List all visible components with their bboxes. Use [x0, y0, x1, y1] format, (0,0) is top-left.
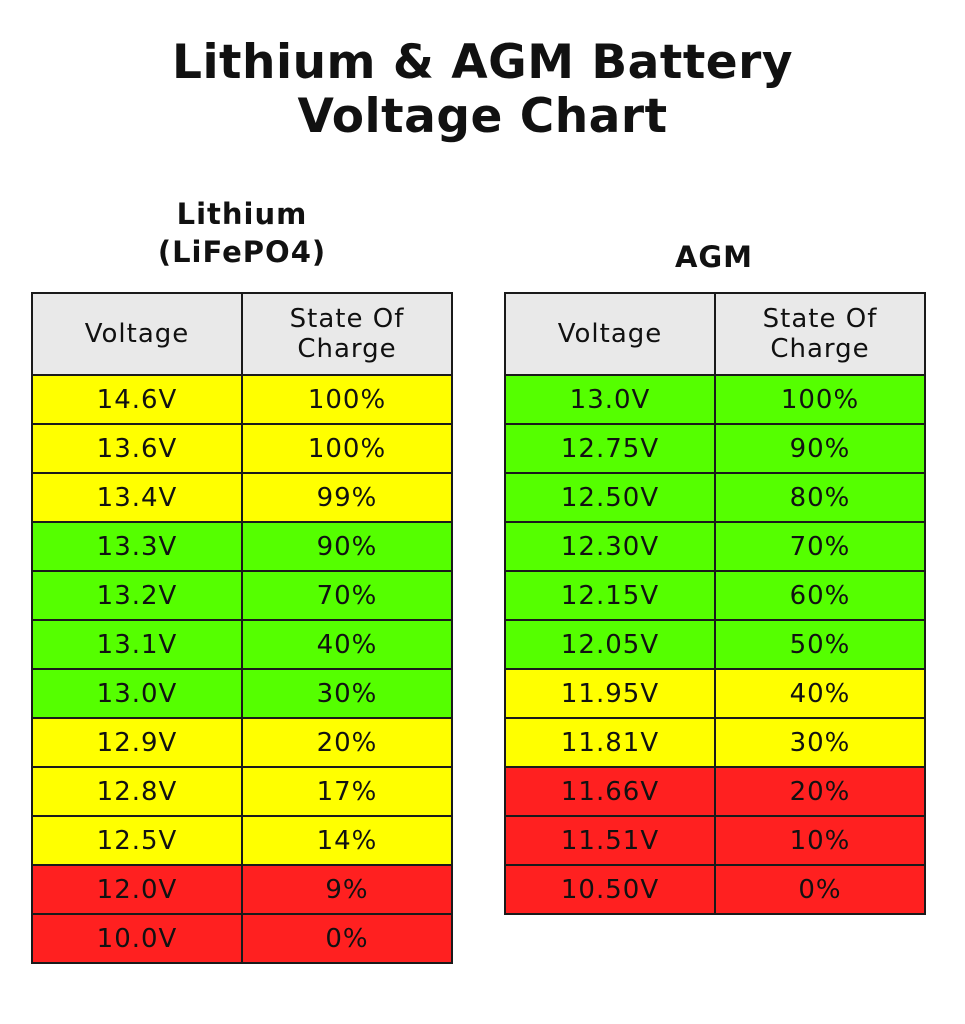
- lithium-soc-cell: 100%: [241, 423, 453, 474]
- lithium-soc-header-text: State Of Charge: [289, 304, 405, 364]
- lithium-voltage-cell: 12.8V: [31, 766, 243, 817]
- lithium-row: 13.3V 90%: [31, 521, 453, 572]
- lithium-row: 13.0V 30%: [31, 668, 453, 719]
- agm-voltage-header: Voltage: [504, 292, 716, 376]
- lithium-row: 12.9V 20%: [31, 717, 453, 768]
- lithium-table-heading: Lithium (LiFePO4): [32, 195, 452, 271]
- agm-voltage-cell: 12.30V: [504, 521, 716, 572]
- agm-row: 11.51V 10%: [504, 815, 926, 866]
- lithium-soc-cell: 20%: [241, 717, 453, 768]
- lithium-voltage-cell: 12.0V: [31, 864, 243, 915]
- lithium-row: 12.8V 17%: [31, 766, 453, 817]
- agm-voltage-cell: 11.66V: [504, 766, 716, 817]
- lithium-voltage-cell: 14.6V: [31, 374, 243, 425]
- agm-soc-cell: 70%: [714, 521, 926, 572]
- agm-row: 12.30V 70%: [504, 521, 926, 572]
- agm-soc-cell: 40%: [714, 668, 926, 719]
- lithium-voltage-cell: 13.1V: [31, 619, 243, 670]
- lithium-soc-cell: 0%: [241, 913, 453, 964]
- lithium-heading-line2: (LiFePO4): [157, 235, 327, 269]
- agm-row: 11.66V 20%: [504, 766, 926, 817]
- agm-table-heading: AGM: [504, 238, 924, 276]
- agm-row: 11.81V 30%: [504, 717, 926, 768]
- lithium-soc-cell: 100%: [241, 374, 453, 425]
- agm-voltage-cell: 12.50V: [504, 472, 716, 523]
- agm-soc-cell: 0%: [714, 864, 926, 915]
- lithium-row: 13.4V 99%: [31, 472, 453, 523]
- lithium-voltage-table: Voltage State Of Charge 14.6V 100% 13.6V 100…: [31, 292, 453, 964]
- lithium-soc-cell: 30%: [241, 668, 453, 719]
- lithium-soc-cell: 99%: [241, 472, 453, 523]
- agm-row: 11.95V 40%: [504, 668, 926, 719]
- agm-soc-cell: 30%: [714, 717, 926, 768]
- agm-voltage-table: Voltage State Of Charge 13.0V 100% 12.75V 90…: [504, 292, 926, 915]
- lithium-row: 12.0V 9%: [31, 864, 453, 915]
- chart-title: Lithium & AGM Battery Voltage Chart: [0, 36, 965, 144]
- lithium-heading-line1: Lithium: [176, 197, 308, 231]
- agm-table-body: 13.0V 100% 12.75V 90% 12.50V 80% 12.30V 70% 12.1…: [504, 374, 926, 915]
- lithium-soc-cell: 70%: [241, 570, 453, 621]
- lithium-header-row: Voltage State Of Charge: [31, 292, 453, 376]
- agm-voltage-cell: 12.05V: [504, 619, 716, 670]
- agm-row: 12.75V 90%: [504, 423, 926, 474]
- lithium-voltage-cell: 13.2V: [31, 570, 243, 621]
- agm-soc-cell: 10%: [714, 815, 926, 866]
- lithium-soc-cell: 90%: [241, 521, 453, 572]
- lithium-voltage-cell: 12.5V: [31, 815, 243, 866]
- agm-row: 10.50V 0%: [504, 864, 926, 915]
- agm-voltage-cell: 13.0V: [504, 374, 716, 425]
- agm-soc-cell: 80%: [714, 472, 926, 523]
- agm-voltage-cell: 11.95V: [504, 668, 716, 719]
- agm-soc-cell: 90%: [714, 423, 926, 474]
- lithium-soc-cell: 17%: [241, 766, 453, 817]
- agm-header-row: Voltage State Of Charge: [504, 292, 926, 376]
- agm-voltage-cell: 11.81V: [504, 717, 716, 768]
- lithium-voltage-cell: 13.3V: [31, 521, 243, 572]
- lithium-soc-cell: 14%: [241, 815, 453, 866]
- agm-row: 12.50V 80%: [504, 472, 926, 523]
- agm-row: 13.0V 100%: [504, 374, 926, 425]
- agm-row: 12.05V 50%: [504, 619, 926, 670]
- lithium-voltage-cell: 13.6V: [31, 423, 243, 474]
- lithium-row: 13.1V 40%: [31, 619, 453, 670]
- lithium-row: 13.2V 70%: [31, 570, 453, 621]
- lithium-soc-cell: 40%: [241, 619, 453, 670]
- lithium-row: 13.6V 100%: [31, 423, 453, 474]
- agm-soc-header: State Of Charge: [714, 292, 926, 376]
- lithium-soc-cell: 9%: [241, 864, 453, 915]
- lithium-row: 10.0V 0%: [31, 913, 453, 964]
- lithium-voltage-cell: 13.4V: [31, 472, 243, 523]
- agm-row: 12.15V 60%: [504, 570, 926, 621]
- agm-soc-cell: 20%: [714, 766, 926, 817]
- chart-title-line2: Voltage Chart: [297, 89, 668, 144]
- agm-soc-cell: 50%: [714, 619, 926, 670]
- lithium-voltage-cell: 13.0V: [31, 668, 243, 719]
- lithium-row: 12.5V 14%: [31, 815, 453, 866]
- lithium-voltage-header: Voltage: [31, 292, 243, 376]
- agm-voltage-cell: 11.51V: [504, 815, 716, 866]
- agm-soc-cell: 60%: [714, 570, 926, 621]
- agm-soc-header-text: State Of Charge: [762, 304, 878, 364]
- chart-title-line1: Lithium & AGM Battery: [172, 35, 793, 90]
- lithium-row: 14.6V 100%: [31, 374, 453, 425]
- lithium-voltage-cell: 12.9V: [31, 717, 243, 768]
- agm-heading-line1: AGM: [674, 240, 754, 274]
- agm-soc-cell: 100%: [714, 374, 926, 425]
- agm-voltage-cell: 10.50V: [504, 864, 716, 915]
- lithium-table-body: 14.6V 100% 13.6V 100% 13.4V 99% 13.3V 90% 13.2V 7…: [31, 374, 453, 964]
- lithium-voltage-cell: 10.0V: [31, 913, 243, 964]
- agm-voltage-cell: 12.15V: [504, 570, 716, 621]
- lithium-soc-header: State Of Charge: [241, 292, 453, 376]
- agm-voltage-cell: 12.75V: [504, 423, 716, 474]
